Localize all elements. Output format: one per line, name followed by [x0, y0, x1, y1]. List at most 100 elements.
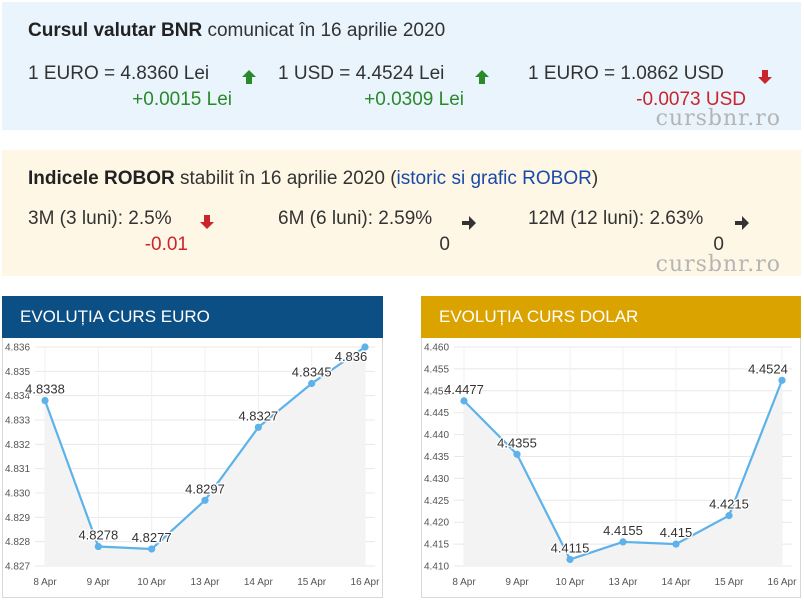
data-label: 4.836 [335, 349, 368, 364]
dolar-chart-panel: EVOLUȚIA CURS DOLAR 4.410 4.415 4.420 4.425… [421, 296, 801, 598]
data-point [725, 512, 733, 520]
area-fill [45, 347, 365, 566]
euro-line-chart: 4.827 4.828 4.829 4.830 4.831 4.832 4.833 4.834… [5, 343, 381, 589]
x-tick-label: 15 Apr [715, 577, 745, 588]
data-point [566, 555, 574, 564]
data-label: 4.415 [660, 525, 693, 540]
y-tick-label: 4.435 [424, 452, 449, 463]
data-point [148, 545, 156, 553]
robor-6m: 6M (6 luni): 2.59% [278, 208, 433, 229]
change-euro-usd: -0.0073 USD [636, 89, 746, 110]
bnr-title: Cursul valutar BNR comunicat în 16 april… [28, 20, 445, 42]
y-tick-label: 4.450 [424, 386, 449, 397]
y-tick-label: 4.836 [5, 343, 30, 354]
x-tick-label: 9 Apr [505, 577, 529, 588]
y-tick-label: 4.415 [424, 540, 449, 551]
arrow-down-icon [758, 70, 772, 84]
y-tick-label: 4.410 [424, 562, 449, 573]
y-tick-label: 4.440 [424, 430, 449, 441]
dolar-line-chart: 4.410 4.415 4.420 4.425 4.430 4.435 4.440 4.445… [424, 343, 798, 589]
y-tick-label: 4.835 [5, 367, 30, 378]
arrow-up-icon [475, 70, 489, 84]
bnr-title-bold: Cursul valutar BNR [28, 20, 203, 41]
change-euro-lei: +0.0015 Lei [132, 89, 232, 110]
rate-euro-usd: 1 EURO = 1.0862 USD [528, 63, 724, 84]
data-point [254, 423, 262, 431]
x-tick-label: 15 Apr [297, 577, 327, 588]
x-tick-label: 14 Apr [662, 577, 692, 588]
euro-chart-title: EVOLUȚIA CURS EURO [2, 296, 383, 338]
robor-history-link[interactable]: istoric si grafic ROBOR [396, 168, 592, 189]
dolar-chart-title: EVOLUȚIA CURS DOLAR [421, 296, 801, 338]
robor-6m-change: 0 [439, 234, 450, 255]
robor-title-bold: Indicele ROBOR [28, 168, 175, 189]
y-tick-label: 4.830 [5, 489, 30, 500]
y-tick-label: 4.828 [5, 537, 30, 548]
euro-chart-panel: EVOLUȚIA CURS EURO 4.827 4.828 4.829 4.830 4… [2, 296, 383, 598]
data-point [308, 379, 316, 388]
data-label: 4.4215 [709, 497, 749, 512]
rate-euro-lei: 1 EURO = 4.8360 Lei [28, 63, 210, 84]
data-point [513, 450, 521, 458]
data-label: 4.8297 [185, 481, 225, 496]
x-tick-label: 13 Apr [609, 577, 639, 588]
x-tick-label: 10 Apr [556, 577, 586, 588]
robor-panel: Indicele ROBOR stabilit în 16 aprilie 20… [2, 150, 801, 277]
dolar-chart-body: 4.410 4.415 4.420 4.425 4.430 4.435 4.440 4.445… [421, 338, 801, 598]
data-label: 4.8338 [25, 382, 65, 397]
x-tick-label: 16 Apr [351, 577, 381, 588]
bnr-rates-panel: Cursul valutar BNR comunicat în 16 april… [2, 2, 801, 131]
y-tick-label: 4.425 [424, 496, 449, 507]
data-point [619, 538, 627, 546]
arrow-right-icon [735, 216, 749, 230]
data-point [201, 496, 209, 504]
data-label: 4.8278 [78, 528, 118, 543]
y-tick-label: 4.829 [5, 513, 30, 524]
data-point [94, 542, 102, 551]
robor-12m: 12M (12 luni): 2.63% [528, 208, 704, 229]
y-tick-label: 4.460 [424, 343, 449, 354]
euro-chart-body: 4.827 4.828 4.829 4.830 4.831 4.832 4.833 4.834… [2, 338, 383, 598]
data-point [672, 540, 680, 548]
data-label: 4.4355 [497, 435, 537, 450]
data-label: 4.4155 [603, 523, 643, 538]
x-tick-label: 10 Apr [137, 577, 167, 588]
y-tick-label: 4.455 [424, 364, 449, 375]
y-tick-label: 4.420 [424, 518, 449, 529]
data-point [41, 396, 49, 405]
robor-title-end: ) [591, 168, 599, 189]
x-tick-label: 13 Apr [191, 577, 221, 588]
x-tick-label: 9 Apr [87, 577, 111, 588]
x-tick-label: 8 Apr [452, 577, 476, 588]
data-point [778, 376, 786, 384]
data-label: 4.8277 [132, 530, 172, 545]
robor-title: Indicele ROBOR stabilit în 16 aprilie 20… [28, 168, 598, 190]
data-label: 4.4524 [748, 361, 788, 376]
rate-usd-lei: 1 USD = 4.4524 Lei [278, 63, 445, 84]
robor-3m: 3M (3 luni): 2.5% [28, 208, 172, 229]
arrow-down-icon [200, 215, 214, 229]
data-label: 4.4115 [551, 540, 590, 555]
bnr-title-rest: comunicat în 16 aprilie 2020 [202, 20, 446, 41]
data-label: 4.8327 [238, 408, 278, 423]
y-tick-label: 4.834 [5, 391, 30, 402]
y-tick-label: 4.831 [5, 464, 30, 475]
robor-3m-change: -0.01 [144, 234, 188, 255]
y-tick-label: 4.832 [5, 440, 30, 451]
y-tick-label: 4.827 [5, 562, 30, 573]
watermark: cursbnr.ro [655, 252, 781, 277]
area-fill [464, 380, 782, 566]
x-tick-label: 16 Apr [768, 577, 798, 588]
data-label: 4.8345 [292, 365, 332, 380]
y-tick-label: 4.430 [424, 474, 449, 485]
robor-12m-change: 0 [713, 234, 724, 255]
data-point [361, 343, 369, 351]
arrow-up-icon [242, 70, 256, 84]
y-tick-label: 4.445 [424, 408, 449, 419]
change-usd-lei: +0.0309 Lei [364, 89, 464, 110]
robor-title-rest: stabilit în 16 aprilie 2020 ( [174, 168, 397, 189]
y-tick-label: 4.833 [5, 416, 30, 427]
data-label: 4.4477 [444, 382, 484, 397]
watermark: cursbnr.ro [655, 106, 781, 131]
x-tick-label: 8 Apr [33, 577, 57, 588]
